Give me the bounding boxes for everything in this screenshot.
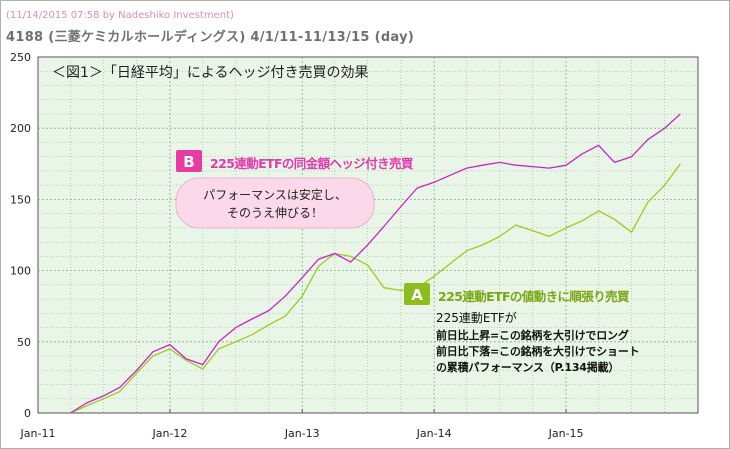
callout-a-label: 225連動ETFの値動きに順張り売買 [438, 289, 630, 304]
badge-a [404, 283, 430, 305]
x-tick-label: Jan-15 [548, 427, 584, 440]
y-tick-label: 150 [10, 193, 31, 206]
x-tick-label: Jan-11 [20, 427, 56, 440]
callout-a-note-line2: 前日比上昇=この銘柄を大引けでロング [436, 328, 629, 342]
y-tick-label: 250 [10, 51, 31, 64]
callout-a-note-line1: 225連動ETFが [436, 310, 517, 325]
series-lines [70, 113, 681, 414]
callout-b-label: 225連動ETFの同金額ヘッジ付き売買 [210, 156, 414, 171]
series-line-b [70, 113, 681, 414]
y-tick-label: 0 [24, 407, 31, 420]
badge-a-letter: A [411, 286, 423, 304]
callout-b-note-box [175, 177, 375, 229]
stock-subtitle: 4188 (三菱ケミカルホールディングス) 4/1/11-11/13/15 (d… [6, 30, 415, 45]
callout-a: A 225連動ETFの値動きに順張り売買 225連動ETFが 前日比上昇=この銘… [404, 283, 640, 374]
x-tick-label: Jan-13 [284, 427, 320, 440]
plot-area [37, 56, 699, 414]
callout-a-note-line3: 前日比下落=この銘柄を大引けでショート [436, 344, 639, 358]
callout-a-note-line4: の累積パフォーマンス（P.134掲載） [436, 360, 619, 374]
badge-b [176, 150, 202, 172]
y-tick-label: 200 [10, 122, 31, 135]
callout-b-note-line2: そのうえ伸びる！ [227, 206, 323, 220]
y-tick-label: 100 [10, 265, 31, 278]
callout-b: B 225連動ETFの同金額ヘッジ付き売買 パフォーマンスは安定し、 そのうえ伸… [175, 150, 414, 229]
callout-b-note-line1: パフォーマンスは安定し、 [203, 187, 347, 202]
copyright-text: (11/14/2015 07:58 by Nadeshiko Investmen… [6, 10, 234, 21]
x-tick-label: Jan-12 [151, 427, 187, 440]
y-axis-ticks: 0 50 100 150 200 250 [10, 51, 31, 420]
badge-b-letter: B [183, 153, 194, 171]
x-axis-ticks: Jan-11 Jan-12 Jan-13 Jan-14 Jan-15 [20, 409, 584, 440]
series-line-a [70, 163, 681, 414]
y-tick-label: 50 [17, 336, 31, 349]
chart-title: ＜図1＞「日経平均」によるヘッジ付き売買の効果 [52, 65, 369, 81]
x-tick-label: Jan-14 [416, 427, 452, 440]
